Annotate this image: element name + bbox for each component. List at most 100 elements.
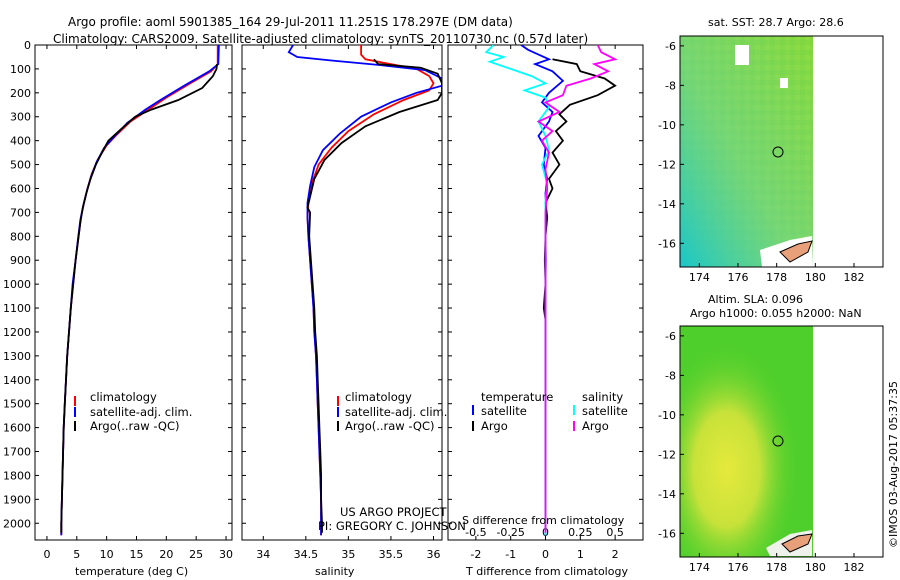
x-tick-label: 36 [426, 548, 440, 561]
temperature-series-satellite-adj-clim- [60, 45, 220, 536]
difference-series [484, 45, 618, 536]
y-tick-label: 1400 [3, 374, 31, 387]
difference-series-argo [542, 58, 617, 533]
x-tick-label: 0 [43, 548, 50, 561]
y-tick-label: 1100 [3, 302, 31, 315]
y-tick-label: 300 [10, 111, 31, 124]
y-tick-label: 600 [10, 182, 31, 195]
map-x-tick-label: 180 [805, 271, 826, 284]
salinity-series-argo-raw-qc- [306, 58, 442, 533]
salinity-legend: climatology satellite-adj. clim. Argo(..… [337, 390, 447, 433]
map-y-tick-label: -8 [665, 369, 676, 382]
map-x-tick-label: 176 [728, 271, 749, 284]
x-tick-label: -1 [505, 548, 516, 561]
legend-label-s-satellite: satellite [582, 404, 628, 418]
legend-label-t-argo: Argo [481, 419, 508, 433]
s-tick-label: -0.25 [496, 526, 524, 539]
x-tick-label: 34.5 [294, 548, 319, 561]
difference-legend: temperature satellite Argo salinity sate… [472, 390, 628, 433]
y-tick-label: 100 [10, 63, 31, 76]
s-difference-xlabel: S difference from climatology [462, 514, 625, 527]
legend-label-t-satellite: satellite [481, 404, 527, 418]
sla-map-frame [679, 325, 884, 558]
y-tick-label: 1600 [3, 422, 31, 435]
profile-location-marker [772, 435, 784, 447]
map-x-tick-label: 182 [844, 561, 865, 574]
salinity-ticks: 34 34.5 35 35.5 36 [242, 44, 442, 561]
y-tick-label: 2000 [3, 517, 31, 530]
legend-label-s-argo: Argo [582, 419, 609, 433]
s-tick-label: -0.5 [465, 526, 486, 539]
legend-title-temperature: temperature [481, 390, 553, 404]
sst-map-ticks: 174 176 178 180 182 -6 -8 -10 -12 -14 -16 [658, 40, 864, 284]
y-tick-label: 1800 [3, 469, 31, 482]
legend-title-salinity: salinity [582, 390, 623, 404]
legend-label-satellite: satellite-adj. clim. [90, 405, 192, 419]
temperature-series-climatology [60, 45, 219, 536]
sla-map-ticks: 174 176 178 180 182 -6 -8 -10 -12 -14 -16 [658, 330, 864, 574]
temperature-ticks: 0100200300400500600700800900100011001200… [3, 39, 233, 561]
sla-field [680, 326, 813, 557]
map-y-tick-label: -10 [658, 409, 676, 422]
title-line-1: Argo profile: aoml 5901385_164 29-Jul-20… [68, 15, 513, 29]
map-y-tick-label: -8 [665, 79, 676, 92]
project-label: US ARGO PROJECT [340, 505, 448, 519]
y-tick-label: 1000 [3, 278, 31, 291]
salinity-panel: 34 34.5 35 35.5 36 salinity climatology sate… [241, 44, 466, 578]
x-tick-label: 30 [219, 548, 233, 561]
sla-map-title: Altim. SLA: 0.096 [708, 293, 803, 306]
x-tick-label: 20 [159, 548, 173, 561]
sst-map-title: sat. SST: 28.7 Argo: 28.6 [708, 16, 844, 29]
temperature-panel: 0100200300400500600700800900100011001200… [3, 39, 233, 578]
y-tick-label: 0 [24, 39, 31, 52]
x-tick-label: 35 [341, 548, 355, 561]
y-tick-label: 200 [10, 87, 31, 100]
map-y-tick-label: -10 [658, 119, 676, 132]
x-tick-label: 10 [100, 548, 114, 561]
map-y-tick-label: -14 [658, 198, 676, 211]
map-x-tick-label: 180 [805, 561, 826, 574]
title-line-2: Climatology: CARS2009. Satellite-adjuste… [53, 32, 588, 46]
legend-label-climatology: climatology [90, 390, 157, 404]
profile-location-marker [772, 146, 784, 158]
map-y-tick-label: -14 [658, 488, 676, 501]
temperature-plot-frame [34, 44, 233, 541]
y-tick-label: 1200 [3, 326, 31, 339]
salinity-series [287, 45, 442, 536]
temperature-legend: climatology satellite-adj. clim. Argo(..… [74, 390, 192, 433]
x-tick-label: 2 [612, 548, 619, 561]
legend-label-satellite: satellite-adj. clim. [345, 405, 447, 419]
sla-high-region [680, 326, 813, 557]
sst-cool-region [680, 36, 813, 267]
y-tick-label: 500 [10, 159, 31, 172]
x-tick-label: -2 [470, 548, 481, 561]
legend-label-climatology: climatology [345, 390, 412, 404]
fiji-island [779, 240, 813, 263]
y-tick-label: 1900 [3, 493, 31, 506]
map-y-tick-label: -16 [658, 237, 676, 250]
s-tick-label: 0.5 [606, 526, 624, 539]
salinity-series-climatology [306, 45, 435, 536]
pi-label: PI: GREGORY C. JOHNSON [318, 519, 466, 533]
sst-field [680, 36, 813, 267]
fiji-island [781, 533, 813, 553]
sst-map-panel: sat. SST: 28.7 Argo: 28.6 174 176 178 180 18… [658, 16, 884, 284]
y-tick-label: 400 [10, 135, 31, 148]
sst-missing-data [780, 78, 788, 88]
sst-missing-data [735, 45, 749, 65]
sst-map-frame [679, 35, 884, 268]
y-tick-label: 800 [10, 230, 31, 243]
x-tick-label: 25 [189, 548, 203, 561]
map-y-tick-label: -16 [658, 527, 676, 540]
map-x-tick-label: 174 [689, 561, 710, 574]
x-tick-label: 35.5 [379, 548, 404, 561]
x-tick-label: 34 [256, 548, 270, 561]
legend-label-argo: Argo(..raw -QC) [90, 419, 180, 433]
x-tick-label: 1 [577, 548, 584, 561]
map-y-tick-label: -12 [658, 158, 676, 171]
legend-label-argo: Argo(..raw -QC) [345, 419, 435, 433]
map-x-tick-label: 174 [689, 271, 710, 284]
s-tick-label: 0.25 [568, 526, 593, 539]
difference-series-satellite [484, 45, 551, 536]
